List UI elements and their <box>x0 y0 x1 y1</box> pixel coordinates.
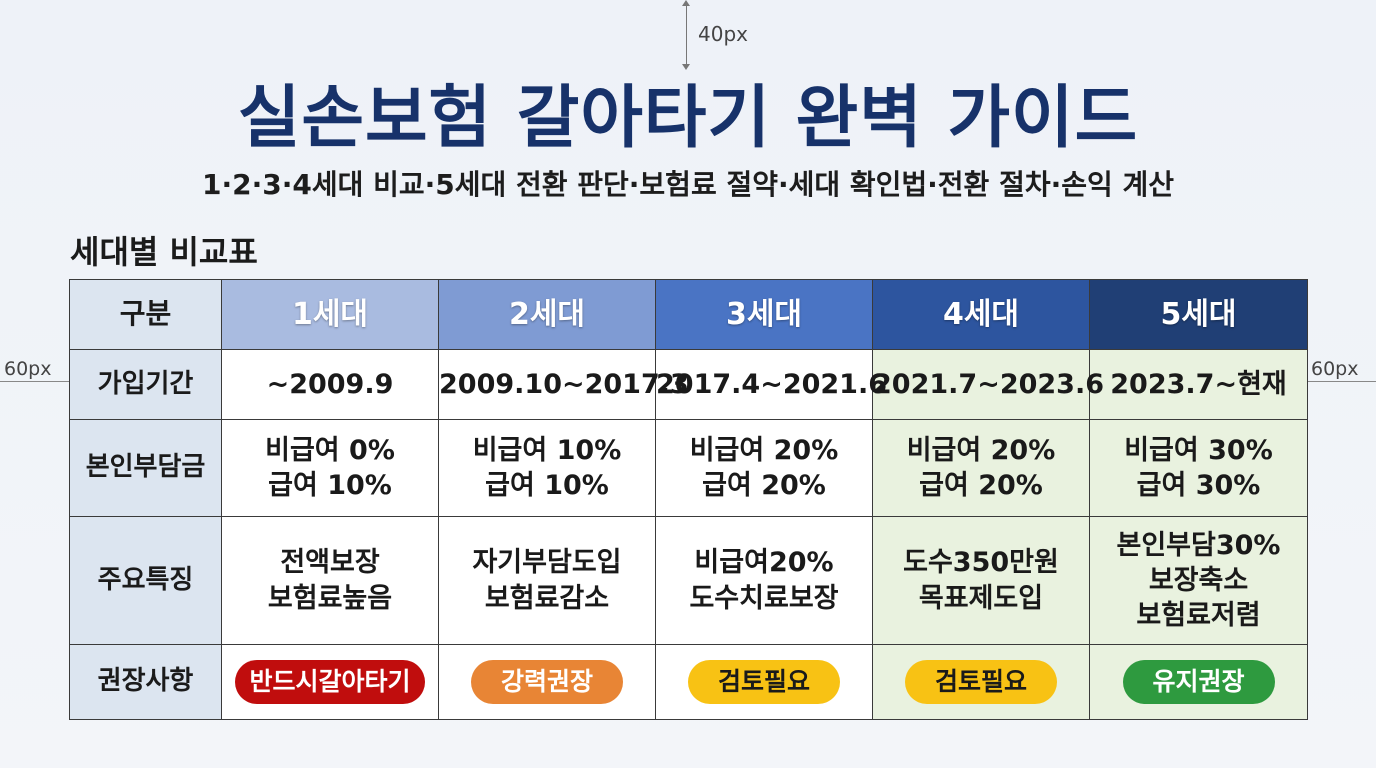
gen-header-4: 4세대 <box>872 279 1090 350</box>
row-label-period: 가입기간 <box>69 349 222 420</box>
section-title: 세대별 비교표 <box>70 233 258 271</box>
features-cell-4: 도수350만원 목표제도입 <box>872 516 1090 645</box>
recommend-badge-keep: 유지권장 <box>1122 660 1275 704</box>
copay-cell-1: 비급여 0% 급여 10% <box>221 419 439 517</box>
recommend-badge-must-switch: 반드시갈아타기 <box>235 660 425 704</box>
left-margin-indicator <box>0 381 69 383</box>
recommend-cell-2: 강력권장 <box>438 644 656 720</box>
recommend-cell-1: 반드시갈아타기 <box>221 644 439 720</box>
feature-line: 자기부담도입 <box>472 547 622 579</box>
top-spacing-indicator <box>682 0 690 70</box>
copay-line: 급여 10% <box>268 470 392 501</box>
period-cell-3: 2017.4~2021.6 <box>655 349 887 420</box>
copay-line: 비급여 20% <box>906 434 1056 466</box>
gen-header-5: 5세대 <box>1089 279 1308 350</box>
feature-line: 비급여20% <box>694 547 834 579</box>
recommend-cell-3: 검토필요 <box>655 644 873 720</box>
corner-header: 구분 <box>69 279 222 350</box>
feature-line: 도수치료보장 <box>689 582 839 614</box>
feature-line: 전액보장 <box>280 547 380 579</box>
copay-line: 비급여 20% <box>689 434 839 466</box>
features-cell-1: 전액보장 보험료높음 <box>221 516 439 645</box>
recommend-cell-4: 검토필요 <box>872 644 1090 720</box>
period-cell-5: 2023.7~현재 <box>1089 349 1308 420</box>
arrow-down-icon <box>682 64 690 70</box>
recommend-badge-strongly: 강력권장 <box>471 660 623 704</box>
copay-line: 급여 20% <box>919 470 1043 501</box>
features-cell-5: 본인부담30% 보장축소 보험료저렴 <box>1089 516 1308 645</box>
feature-line: 보장축소 <box>1148 564 1249 596</box>
gen-header-1: 1세대 <box>221 279 439 350</box>
right-margin-indicator <box>1307 381 1376 383</box>
page-title: 실손보험 갈아타기 완벽 가이드 <box>237 79 1139 158</box>
header-row: 구분 1세대 2세대 3세대 4세대 5세대 <box>69 279 1308 350</box>
dimension-line <box>686 2 687 66</box>
copay-line: 급여 10% <box>485 470 609 501</box>
copay-cell-5: 비급여 30% 급여 30% <box>1089 419 1308 517</box>
copay-cell-4: 비급여 20% 급여 20% <box>872 419 1090 517</box>
table-row-features: 주요특징 전액보장 보험료높음 자기부담도입 보험료감소 비급여20% 도수치료… <box>69 516 1308 645</box>
gen-header-3: 3세대 <box>655 279 873 350</box>
table-row-copay: 본인부담금 비급여 0% 급여 10% 비급여 10% 급여 10% 비급여 2… <box>69 419 1308 517</box>
table-row-period: 가입기간 ~2009.9 2009.10~2017.3 2017.4~2021.… <box>69 349 1308 420</box>
features-cell-3: 비급여20% 도수치료보장 <box>655 516 873 645</box>
right-margin-label: 60px <box>1311 358 1359 380</box>
feature-line: 보험료높음 <box>267 582 393 614</box>
period-cell-1: ~2009.9 <box>221 349 439 420</box>
recommend-badge-review: 검토필요 <box>688 660 840 704</box>
feature-line: 보험료저렴 <box>1136 600 1261 632</box>
period-cell-2: 2009.10~2017.3 <box>438 349 689 420</box>
feature-line: 도수350만원 <box>903 547 1059 579</box>
row-label-copay: 본인부담금 <box>69 419 222 517</box>
page-subtitle: 1·2·3·4세대 비교·5세대 전환 판단·보험료 절약·세대 확인법·전환 … <box>201 168 1175 201</box>
row-label-features: 주요특징 <box>69 516 222 645</box>
copay-line: 급여 20% <box>702 470 826 501</box>
features-cell-2: 자기부담도입 보험료감소 <box>438 516 656 645</box>
copay-cell-2: 비급여 10% 급여 10% <box>438 419 656 517</box>
copay-line: 비급여 30% <box>1124 434 1273 466</box>
row-label-recommend: 권장사항 <box>69 644 222 720</box>
copay-cell-3: 비급여 20% 급여 20% <box>655 419 873 517</box>
feature-line: 목표제도입 <box>918 582 1044 614</box>
copay-line: 비급여 0% <box>265 434 395 466</box>
period-cell-4: 2021.7~2023.6 <box>872 349 1104 420</box>
left-margin-label: 60px <box>4 358 52 380</box>
feature-line: 본인부담30% <box>1116 529 1281 561</box>
generation-comparison-table: 구분 1세대 2세대 3세대 4세대 5세대 가입기간 ~2009.9 2009… <box>69 279 1308 720</box>
copay-line: 비급여 10% <box>472 434 622 466</box>
gen-header-2: 2세대 <box>438 279 656 350</box>
recommend-badge-review: 검토필요 <box>905 660 1057 704</box>
feature-line: 보험료감소 <box>484 582 610 614</box>
copay-line: 급여 30% <box>1136 470 1261 501</box>
recommend-cell-5: 유지권장 <box>1089 644 1308 720</box>
table-row-recommend: 권장사항 반드시갈아타기 강력권장 검토필요 검토필요 유지권장 <box>69 644 1308 720</box>
top-spacing-label: 40px <box>698 22 748 46</box>
